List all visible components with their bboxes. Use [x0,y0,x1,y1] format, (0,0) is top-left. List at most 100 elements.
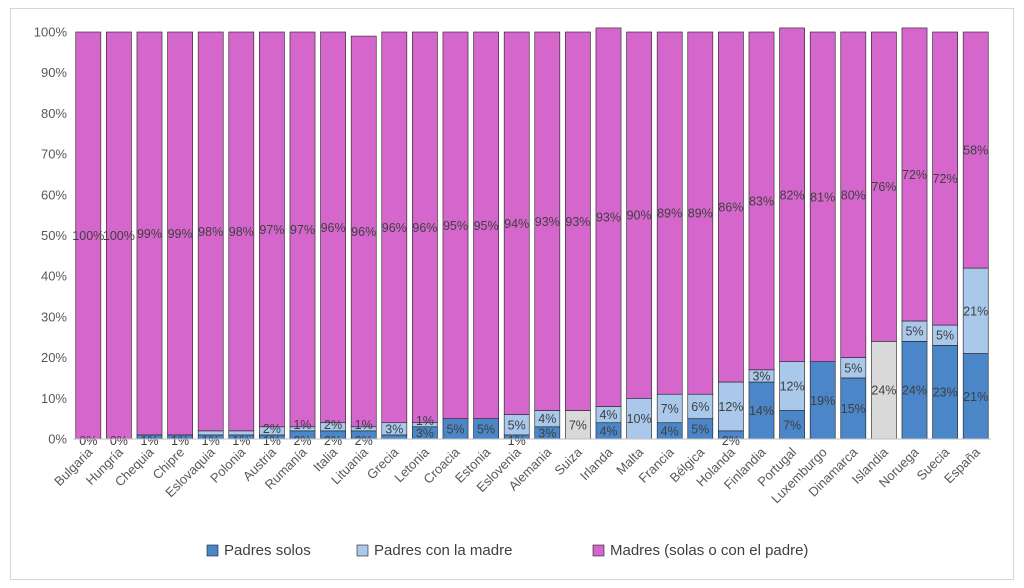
legend-label: Padres con la madre [374,542,512,559]
bar-segment [962,267,989,354]
data-label: 12% [780,380,805,394]
y-tick-label: 70% [41,147,67,162]
bar-segment [473,31,499,419]
y-tick-label: 40% [41,269,67,284]
data-label: 72% [902,168,927,182]
data-label: 96% [321,221,346,235]
data-label: 3% [752,369,770,383]
data-label: 95% [474,219,499,233]
data-label: 99% [168,227,193,241]
bar-segment [718,381,744,432]
data-label: 94% [504,217,529,231]
bar-segment [167,31,193,436]
data-label: 7% [661,402,679,416]
data-label: 1% [293,418,311,432]
legend-swatch [356,544,369,557]
data-label: 2% [263,422,281,436]
data-label: 99% [137,227,162,241]
data-label: 5% [905,325,923,339]
data-label: 93% [535,215,560,229]
data-label: 4% [599,408,617,422]
data-label: 7% [783,418,801,432]
data-label: 97% [259,223,284,237]
data-labels-group: 0%100%0%100%1%99%1%99%1%98%1%98%1%2%97%2… [72,144,988,448]
bar-segment [932,31,958,326]
data-label: 14% [749,404,774,418]
legend-label: Madres (solas o con el padre) [610,542,808,559]
bar-segment [656,31,683,395]
data-label: 100% [72,229,104,243]
bar-segment [381,31,408,424]
data-label: 2% [324,418,342,432]
bar-segment [656,393,683,424]
bar-segment [809,361,836,440]
data-label: 96% [412,221,437,235]
y-tick-label: 60% [41,187,67,202]
chart-frame: 0% 10% 20% 30% 40% 50% 60% 70% 80% 90% 100% 0% 100%… [10,8,1014,580]
bar-segment [901,27,928,322]
data-label: 23% [933,386,958,400]
data-label: 4% [661,424,679,438]
data-label: 21% [963,390,988,404]
bar-segment [565,31,591,411]
data-label: 1% [171,434,189,448]
y-tick-label: 50% [41,228,67,243]
x-tick-label: Polonia [207,444,249,486]
data-label: 1% [202,434,220,448]
data-label: 72% [933,172,958,186]
bar-segment [840,377,867,440]
y-tick-label: 90% [41,65,67,80]
legend-label: Padres solos [224,542,311,559]
bar-segment [809,31,836,362]
data-label: 89% [688,207,713,221]
bar-segment [106,31,132,440]
x-axis: BulgariaHungríaChequiaChipreEslovaquiaPo… [51,438,991,506]
bar-segment [932,345,958,440]
bar-segment [871,31,897,342]
data-label: 0% [110,434,128,448]
data-label: 3% [385,422,403,436]
bar-segment [962,31,989,269]
data-label: 76% [871,180,896,194]
data-label: 2% [355,434,373,448]
bar-segment [626,31,652,399]
bar-segment [779,361,805,411]
data-label: 98% [229,225,254,239]
data-label: 12% [718,400,743,414]
data-label: 2% [324,434,342,448]
data-label: 2% [722,434,740,448]
data-label: 0% [79,434,97,448]
data-label: 24% [871,384,896,398]
bar-segment [197,31,224,432]
data-label: 21% [963,304,988,318]
bar-segment [687,393,714,419]
y-tick-label: 0% [48,432,67,447]
bar-segment [901,341,928,440]
data-label: 5% [508,418,526,432]
bar-segment [840,31,867,358]
bar-segment [748,31,775,371]
data-label: 83% [749,194,774,208]
bar-segment [442,31,469,419]
y-axis: 0% 10% 20% 30% 40% 50% 60% 70% 80% 90% 100% [34,25,68,447]
data-label: 58% [963,144,988,158]
data-label: 1% [508,434,526,448]
data-label: 95% [443,219,468,233]
data-label: 86% [718,201,743,215]
y-tick-label: 20% [41,350,67,365]
y-tick-label: 30% [41,309,67,324]
data-label: 98% [198,225,223,239]
bar-segment [871,341,897,440]
data-label: 4% [599,424,617,438]
data-label: 89% [657,207,682,221]
bar-segment [412,31,438,424]
data-label: 1% [416,414,434,428]
bar-segment [136,31,163,436]
data-label: 93% [596,211,621,225]
data-label: 10% [627,412,652,426]
bars-group [75,27,989,440]
legend-swatch [592,544,605,557]
data-label: 5% [446,422,464,436]
data-label: 5% [936,329,954,343]
data-label: 93% [565,215,590,229]
